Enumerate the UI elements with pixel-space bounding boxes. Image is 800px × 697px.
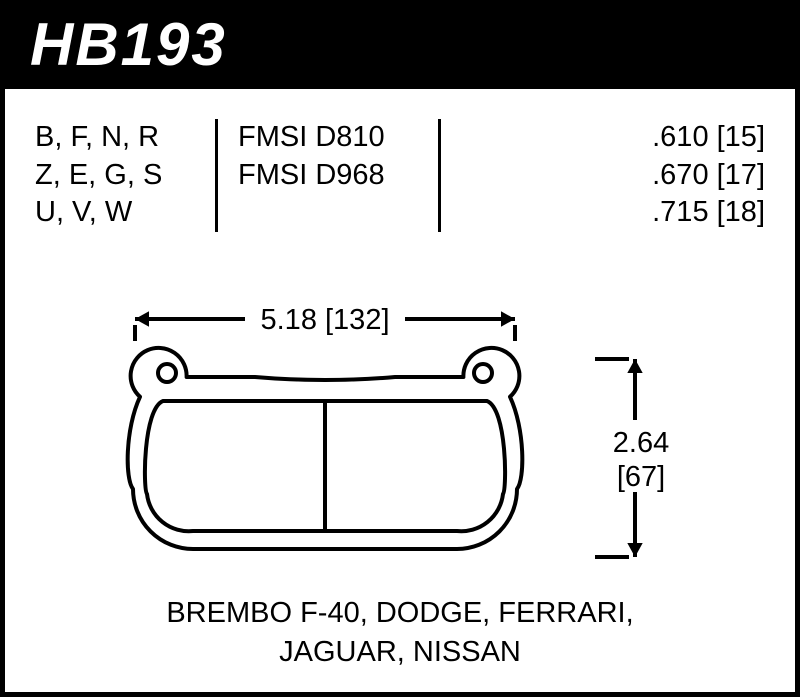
code-line: Z, E, G, S bbox=[35, 157, 195, 195]
code-line: U, V, W bbox=[35, 194, 195, 232]
applications-text: BREMBO F-40, DODGE, FERRARI, JAGUAR, NIS… bbox=[5, 594, 795, 672]
part-number: HB193 bbox=[30, 11, 227, 78]
thickness-column: .610 [15] .670 [17] .715 [18] bbox=[441, 119, 765, 232]
fmsi-column: FMSI D810 FMSI D968 bbox=[218, 119, 438, 194]
fmsi-line: FMSI D810 bbox=[238, 119, 418, 157]
codes-column: B, F, N, R Z, E, G, S U, V, W bbox=[35, 119, 215, 232]
info-row: B, F, N, R Z, E, G, S U, V, W FMSI D810 … bbox=[35, 119, 765, 232]
content-frame: B, F, N, R Z, E, G, S U, V, W FMSI D810 … bbox=[0, 89, 800, 697]
thickness-line: .610 [15] bbox=[461, 119, 765, 157]
footer-line: JAGUAR, NISSAN bbox=[5, 633, 795, 672]
svg-text:[67]: [67] bbox=[617, 461, 665, 493]
svg-text:2.64: 2.64 bbox=[613, 427, 669, 459]
fmsi-line: FMSI D968 bbox=[238, 157, 418, 195]
footer-line: BREMBO F-40, DODGE, FERRARI, bbox=[5, 594, 795, 633]
code-line: B, F, N, R bbox=[35, 119, 195, 157]
thickness-line: .715 [18] bbox=[461, 194, 765, 232]
diagram-area: 5.18 [132] 2.64[67] bbox=[5, 289, 795, 609]
brake-pad-diagram: 5.18 [132] 2.64[67] bbox=[5, 289, 800, 609]
thickness-line: .670 [17] bbox=[461, 157, 765, 195]
header-bar: HB193 bbox=[0, 0, 800, 89]
svg-text:5.18 [132]: 5.18 [132] bbox=[261, 304, 390, 336]
